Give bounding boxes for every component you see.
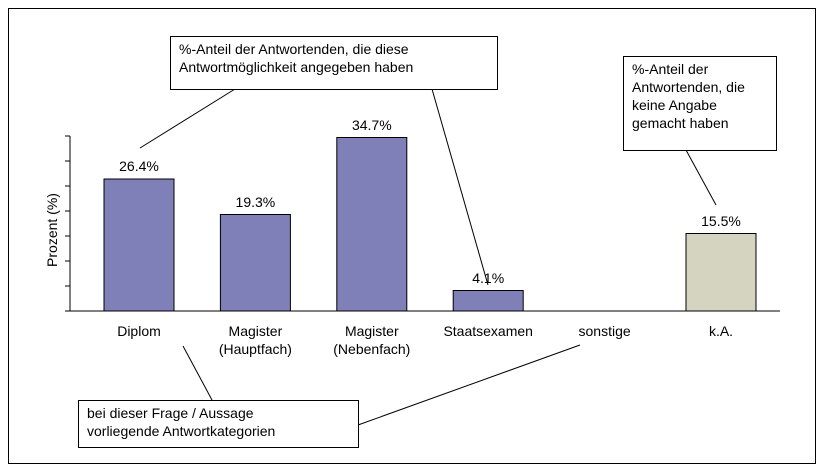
leader-line — [139, 88, 236, 149]
bar — [336, 137, 408, 312]
value-label: 34.7% — [351, 116, 392, 133]
x-tick-label: Magister (Hauptfach) — [218, 323, 292, 357]
y-axis-label: Prozent (%) — [44, 193, 60, 267]
annotation: bei dieser Frage / Aussage vorliegende A… — [78, 400, 359, 448]
leader-line — [685, 149, 717, 206]
leader-line — [431, 88, 489, 286]
x-tick-label: Magister (Nebenfach) — [333, 323, 411, 357]
frame — [8, 8, 816, 464]
leader-line — [182, 345, 213, 401]
bar — [219, 214, 291, 312]
value-label: 19.3% — [235, 193, 276, 210]
annotation: %-Anteil der Antwortenden, die diese Ant… — [170, 36, 498, 90]
annotation: %-Anteil der Antwortenden, die keine Ang… — [623, 56, 777, 151]
value-label: 26.4% — [119, 158, 159, 174]
value-label: 15.5% — [701, 212, 741, 229]
bar — [452, 290, 524, 312]
value-label: 4.1% — [472, 269, 505, 286]
leader-line — [357, 344, 581, 426]
x-tick-label: Staatsexamen — [443, 323, 533, 339]
bar — [103, 178, 175, 312]
bar — [685, 233, 757, 312]
x-tick-label: Diplom — [117, 323, 161, 339]
x-tick-label: sonstige — [578, 323, 631, 339]
x-tick-label: k.A. — [708, 323, 734, 339]
